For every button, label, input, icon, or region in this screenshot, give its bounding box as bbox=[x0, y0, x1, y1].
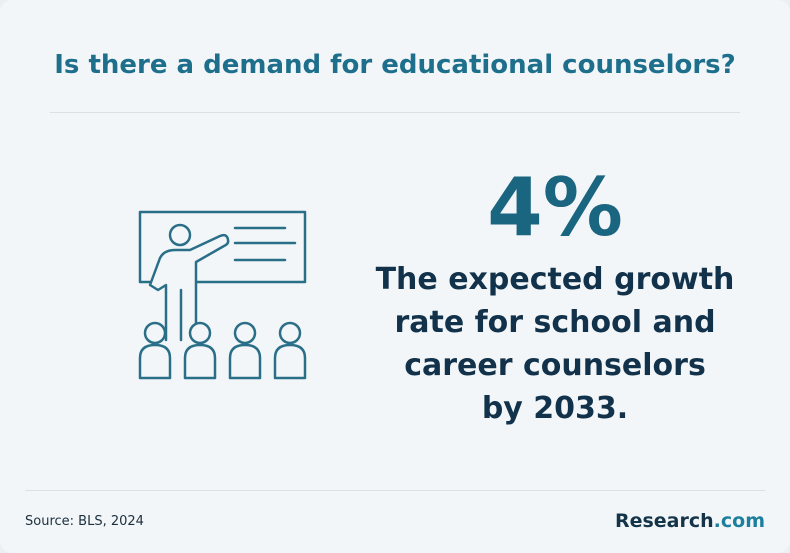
description-line: rate for school and bbox=[394, 305, 716, 340]
divider bbox=[25, 490, 765, 491]
description-line: The expected growth bbox=[375, 262, 735, 297]
stat-description: The expected growth rate for school and … bbox=[370, 258, 740, 430]
description-line: career counselors bbox=[404, 348, 706, 383]
stat-value: 4% bbox=[487, 161, 623, 254]
brand-name: Research bbox=[614, 510, 714, 532]
description-line: by 2033. bbox=[481, 391, 629, 426]
brand-suffix: .com bbox=[713, 510, 765, 532]
brand: Research.com bbox=[615, 510, 765, 532]
divider bbox=[50, 112, 740, 113]
title: Is there a demand for educational counse… bbox=[54, 50, 736, 80]
source: Source: BLS, 2024 bbox=[25, 514, 144, 529]
